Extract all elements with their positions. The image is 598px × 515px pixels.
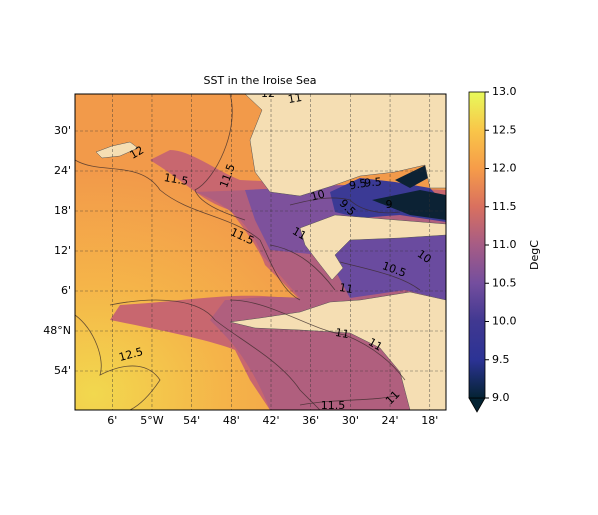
contour-label: 11 [338,281,354,296]
colorbar-tick-label: 10.0 [492,315,517,328]
contour-label: 9 [386,198,393,211]
y-tick-label: 54' [54,364,71,377]
x-tick-label: 30' [342,414,359,427]
colorbar-label: DegC [528,240,541,270]
colorbar: 9.0 9.5 10.0 10.5 11.0 11.5 12.0 12.5 13.0 [468,85,517,413]
colorbar-tick-label: 13.0 [492,85,517,98]
contour-label: 12 [261,87,275,100]
graticule [75,94,446,410]
y-tick-label: 6' [61,284,71,297]
x-tick-label: 5°W [140,414,163,427]
y-tick-label: 30' [54,124,71,137]
contour-label: 12.5 [117,345,144,364]
y-tick-label: 48°N [43,324,71,337]
colorbar-tick-label: 10.5 [492,276,517,289]
y-tick-label: 18' [54,204,71,217]
colorbar-tick-label: 9.0 [492,391,510,404]
contour-label: 9.5 [348,177,367,193]
colorbar-ramp [468,91,486,399]
y-tick-label: 12' [54,244,71,257]
contour-label: 11 [290,224,309,242]
x-tick-label: 48' [223,414,240,427]
contour-label: 9.5 [364,175,383,189]
axes: 6' 5°W 54' 48' 42' 36' 30' 24' 18' 30' 24' 18' 12' 6'… [43,124,438,427]
x-tick-label: 42' [262,414,279,427]
x-tick-label: 36' [302,414,319,427]
colorbar-extend [468,397,486,413]
x-tick-label: 24' [382,414,399,427]
x-tick-label: 18' [421,414,438,427]
contour-label: 11 [366,335,385,353]
colorbar-tick-label: 12.0 [492,162,517,175]
colorbar-tick-label: 11.5 [492,200,517,213]
contour-label: 11 [334,326,350,341]
contour-label: 11.5 [163,171,189,188]
contour-label: 10 [309,187,326,203]
x-tick-label: 6' [107,414,117,427]
map-frame [74,93,447,411]
map-title: SST in the Iroise Sea [203,74,316,87]
colorbar-tick-label: 12.5 [492,123,517,136]
contour-label: 11 [287,91,303,106]
colorbar-tick-label: 9.5 [492,353,510,366]
colorbar-tick-label: 11.0 [492,238,517,251]
y-tick-label: 24' [54,164,71,177]
contour-label: 11.5 [321,399,346,412]
x-tick-label: 54' [183,414,200,427]
contour-label: 12 [127,143,146,161]
